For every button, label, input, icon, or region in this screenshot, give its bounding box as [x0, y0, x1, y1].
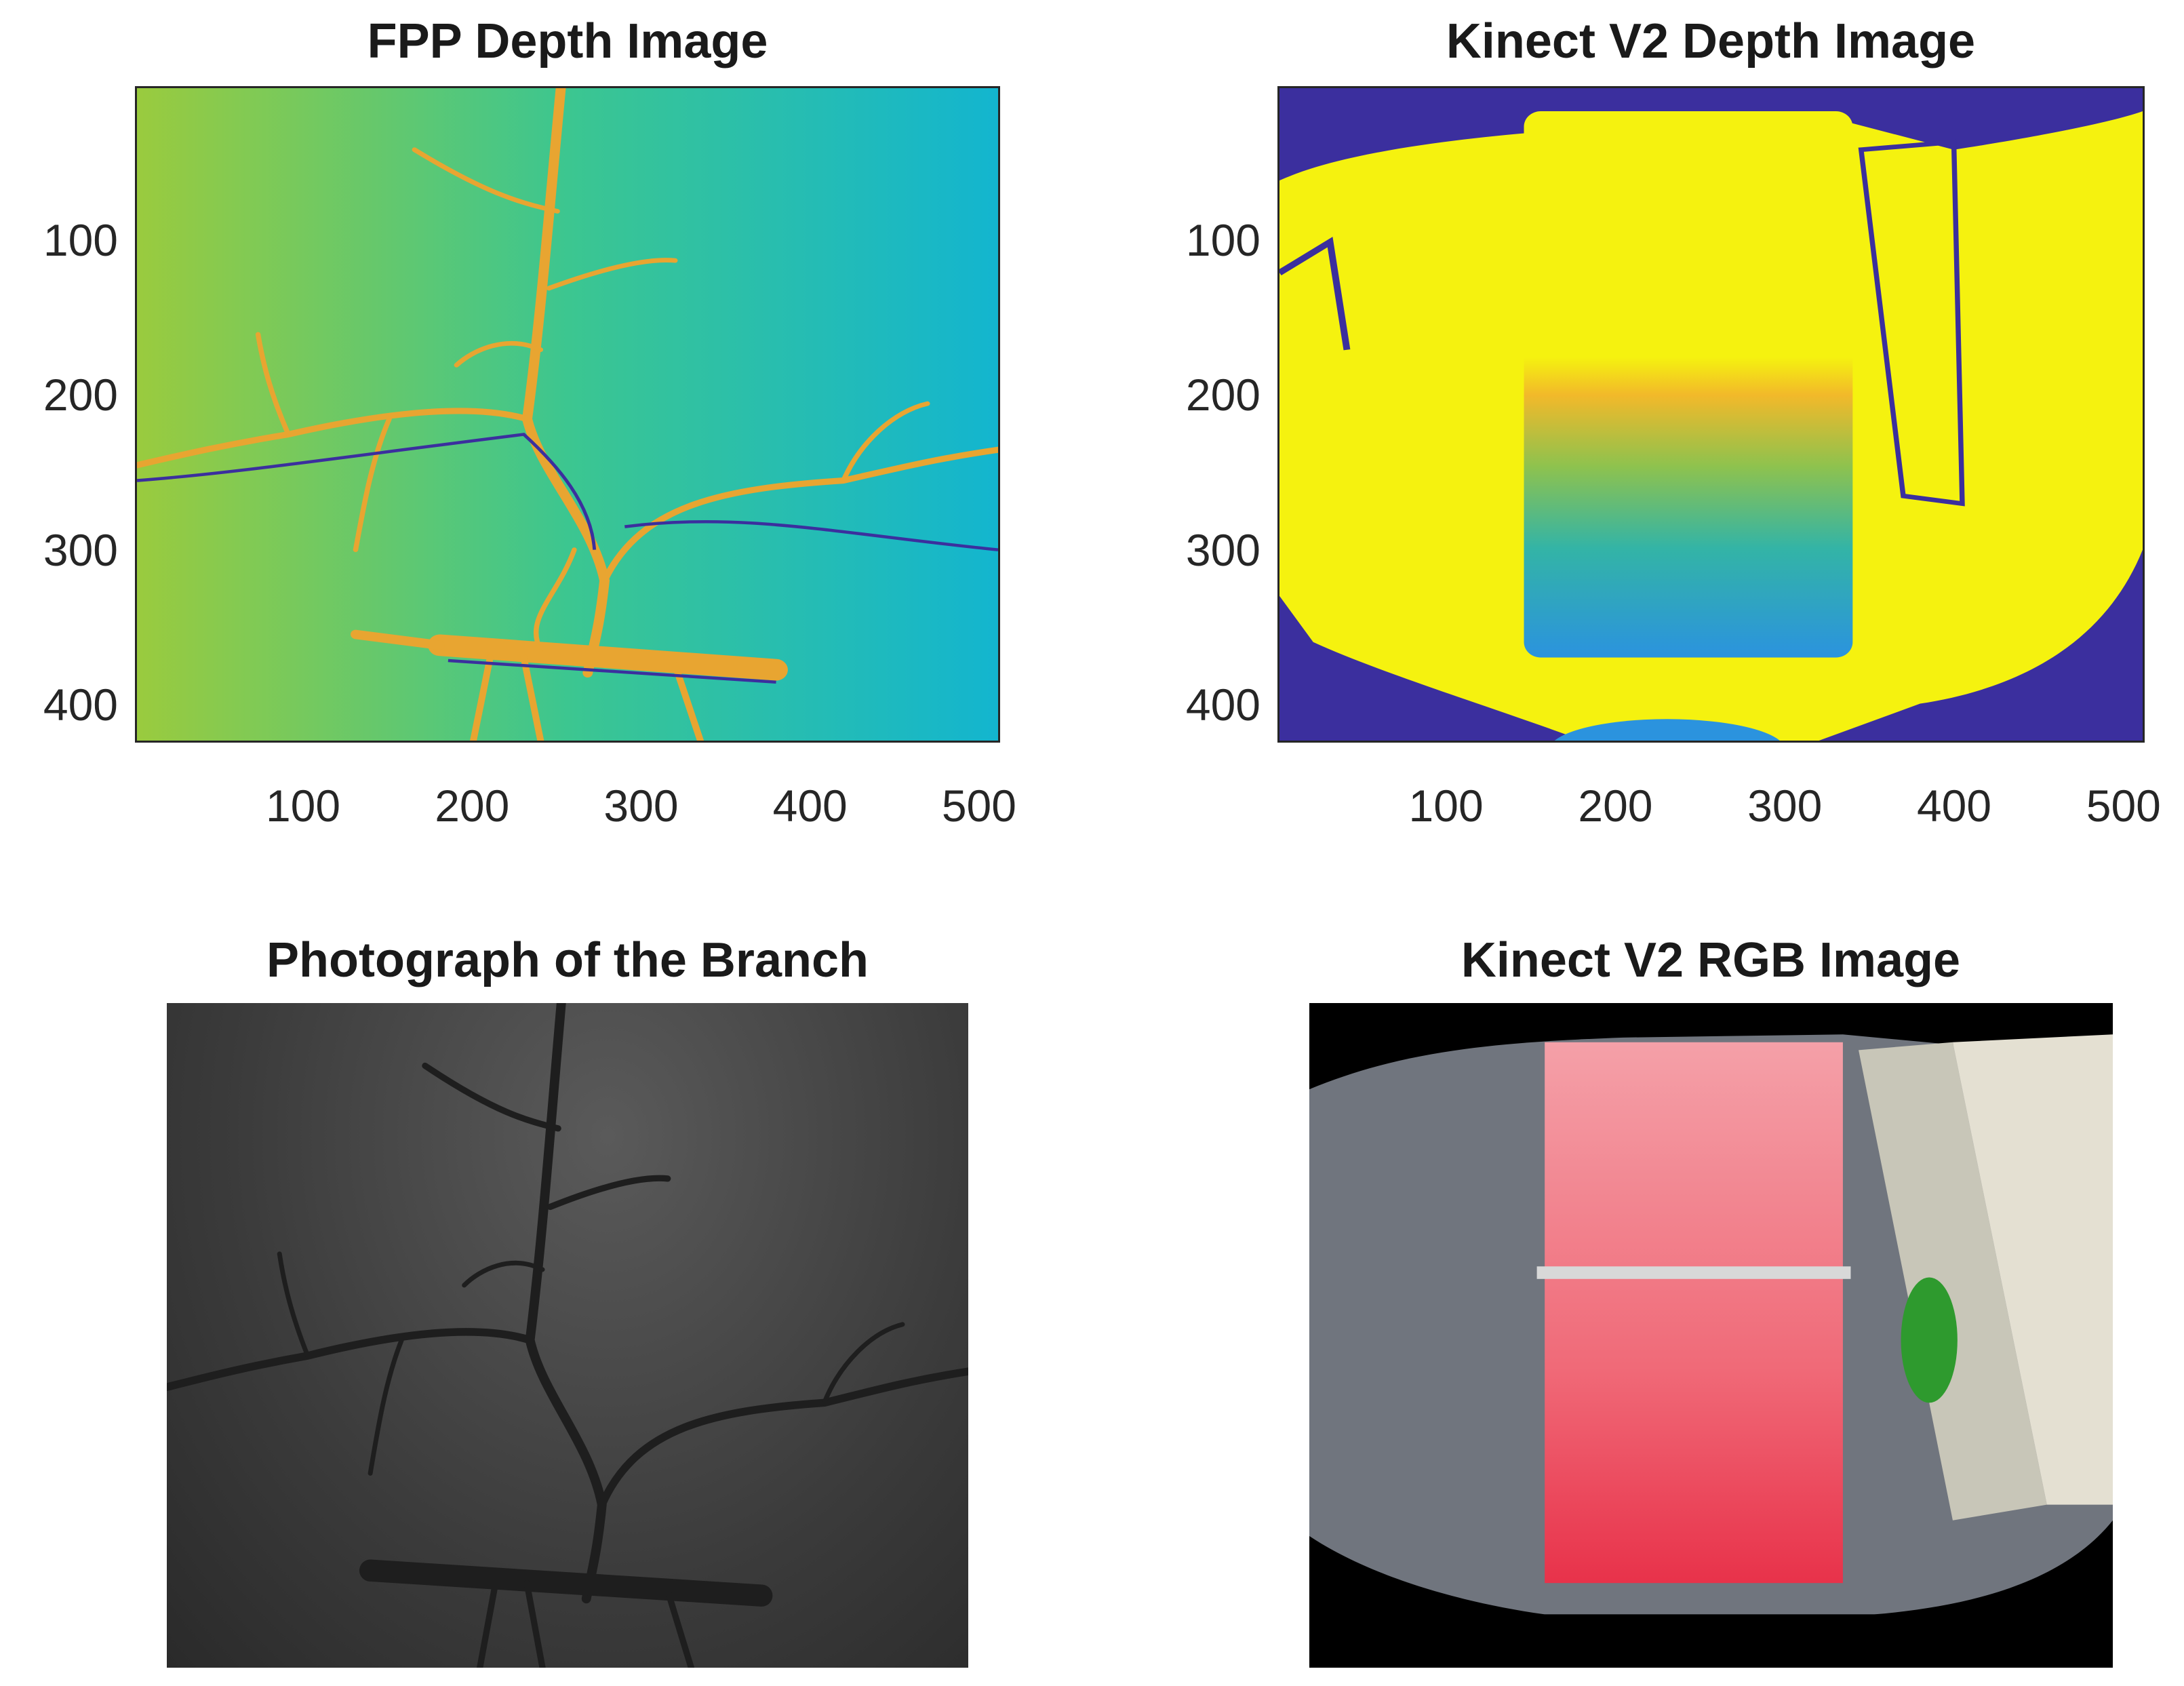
y-tick-label: 200: [1185, 370, 1260, 420]
x-tick-label: 400: [1916, 781, 1992, 831]
x-tick-label: 200: [435, 781, 510, 831]
y-tick-label: 300: [1185, 524, 1260, 575]
y-tick-label: 200: [43, 370, 118, 420]
y-tick-label: 100: [43, 215, 118, 266]
photograph-title: Photograph of the Branch: [266, 933, 869, 987]
x-tick-label: 500: [2086, 781, 2161, 831]
x-tick-label: 100: [1408, 781, 1484, 831]
branch-photograph: [167, 1003, 968, 1668]
y-tick-label: 300: [43, 524, 118, 575]
y-tick-label: 100: [1185, 215, 1260, 266]
kinect-depth-title: Kinect V2 Depth Image: [1446, 14, 1976, 68]
x-tick-label: 400: [772, 781, 848, 831]
kinect-depth-image: [1279, 111, 2143, 741]
x-tick-label: 100: [265, 781, 341, 831]
fpp-branch-image: [137, 88, 998, 741]
kinect-depth-axes: [1277, 86, 2145, 743]
y-tick-label: 400: [43, 680, 118, 730]
fpp-depth-title: FPP Depth Image: [367, 14, 768, 68]
x-tick-label: 300: [1747, 781, 1823, 831]
kinect-rgb-image: [1309, 1003, 2113, 1668]
kinect-rgb-title: Kinect V2 RGB Image: [1461, 933, 1961, 987]
x-tick-label: 500: [941, 781, 1016, 831]
x-tick-label: 200: [1578, 781, 1653, 831]
y-tick-label: 400: [1185, 680, 1260, 730]
x-tick-label: 300: [603, 781, 679, 831]
fpp-depth-axes: [135, 86, 1000, 743]
